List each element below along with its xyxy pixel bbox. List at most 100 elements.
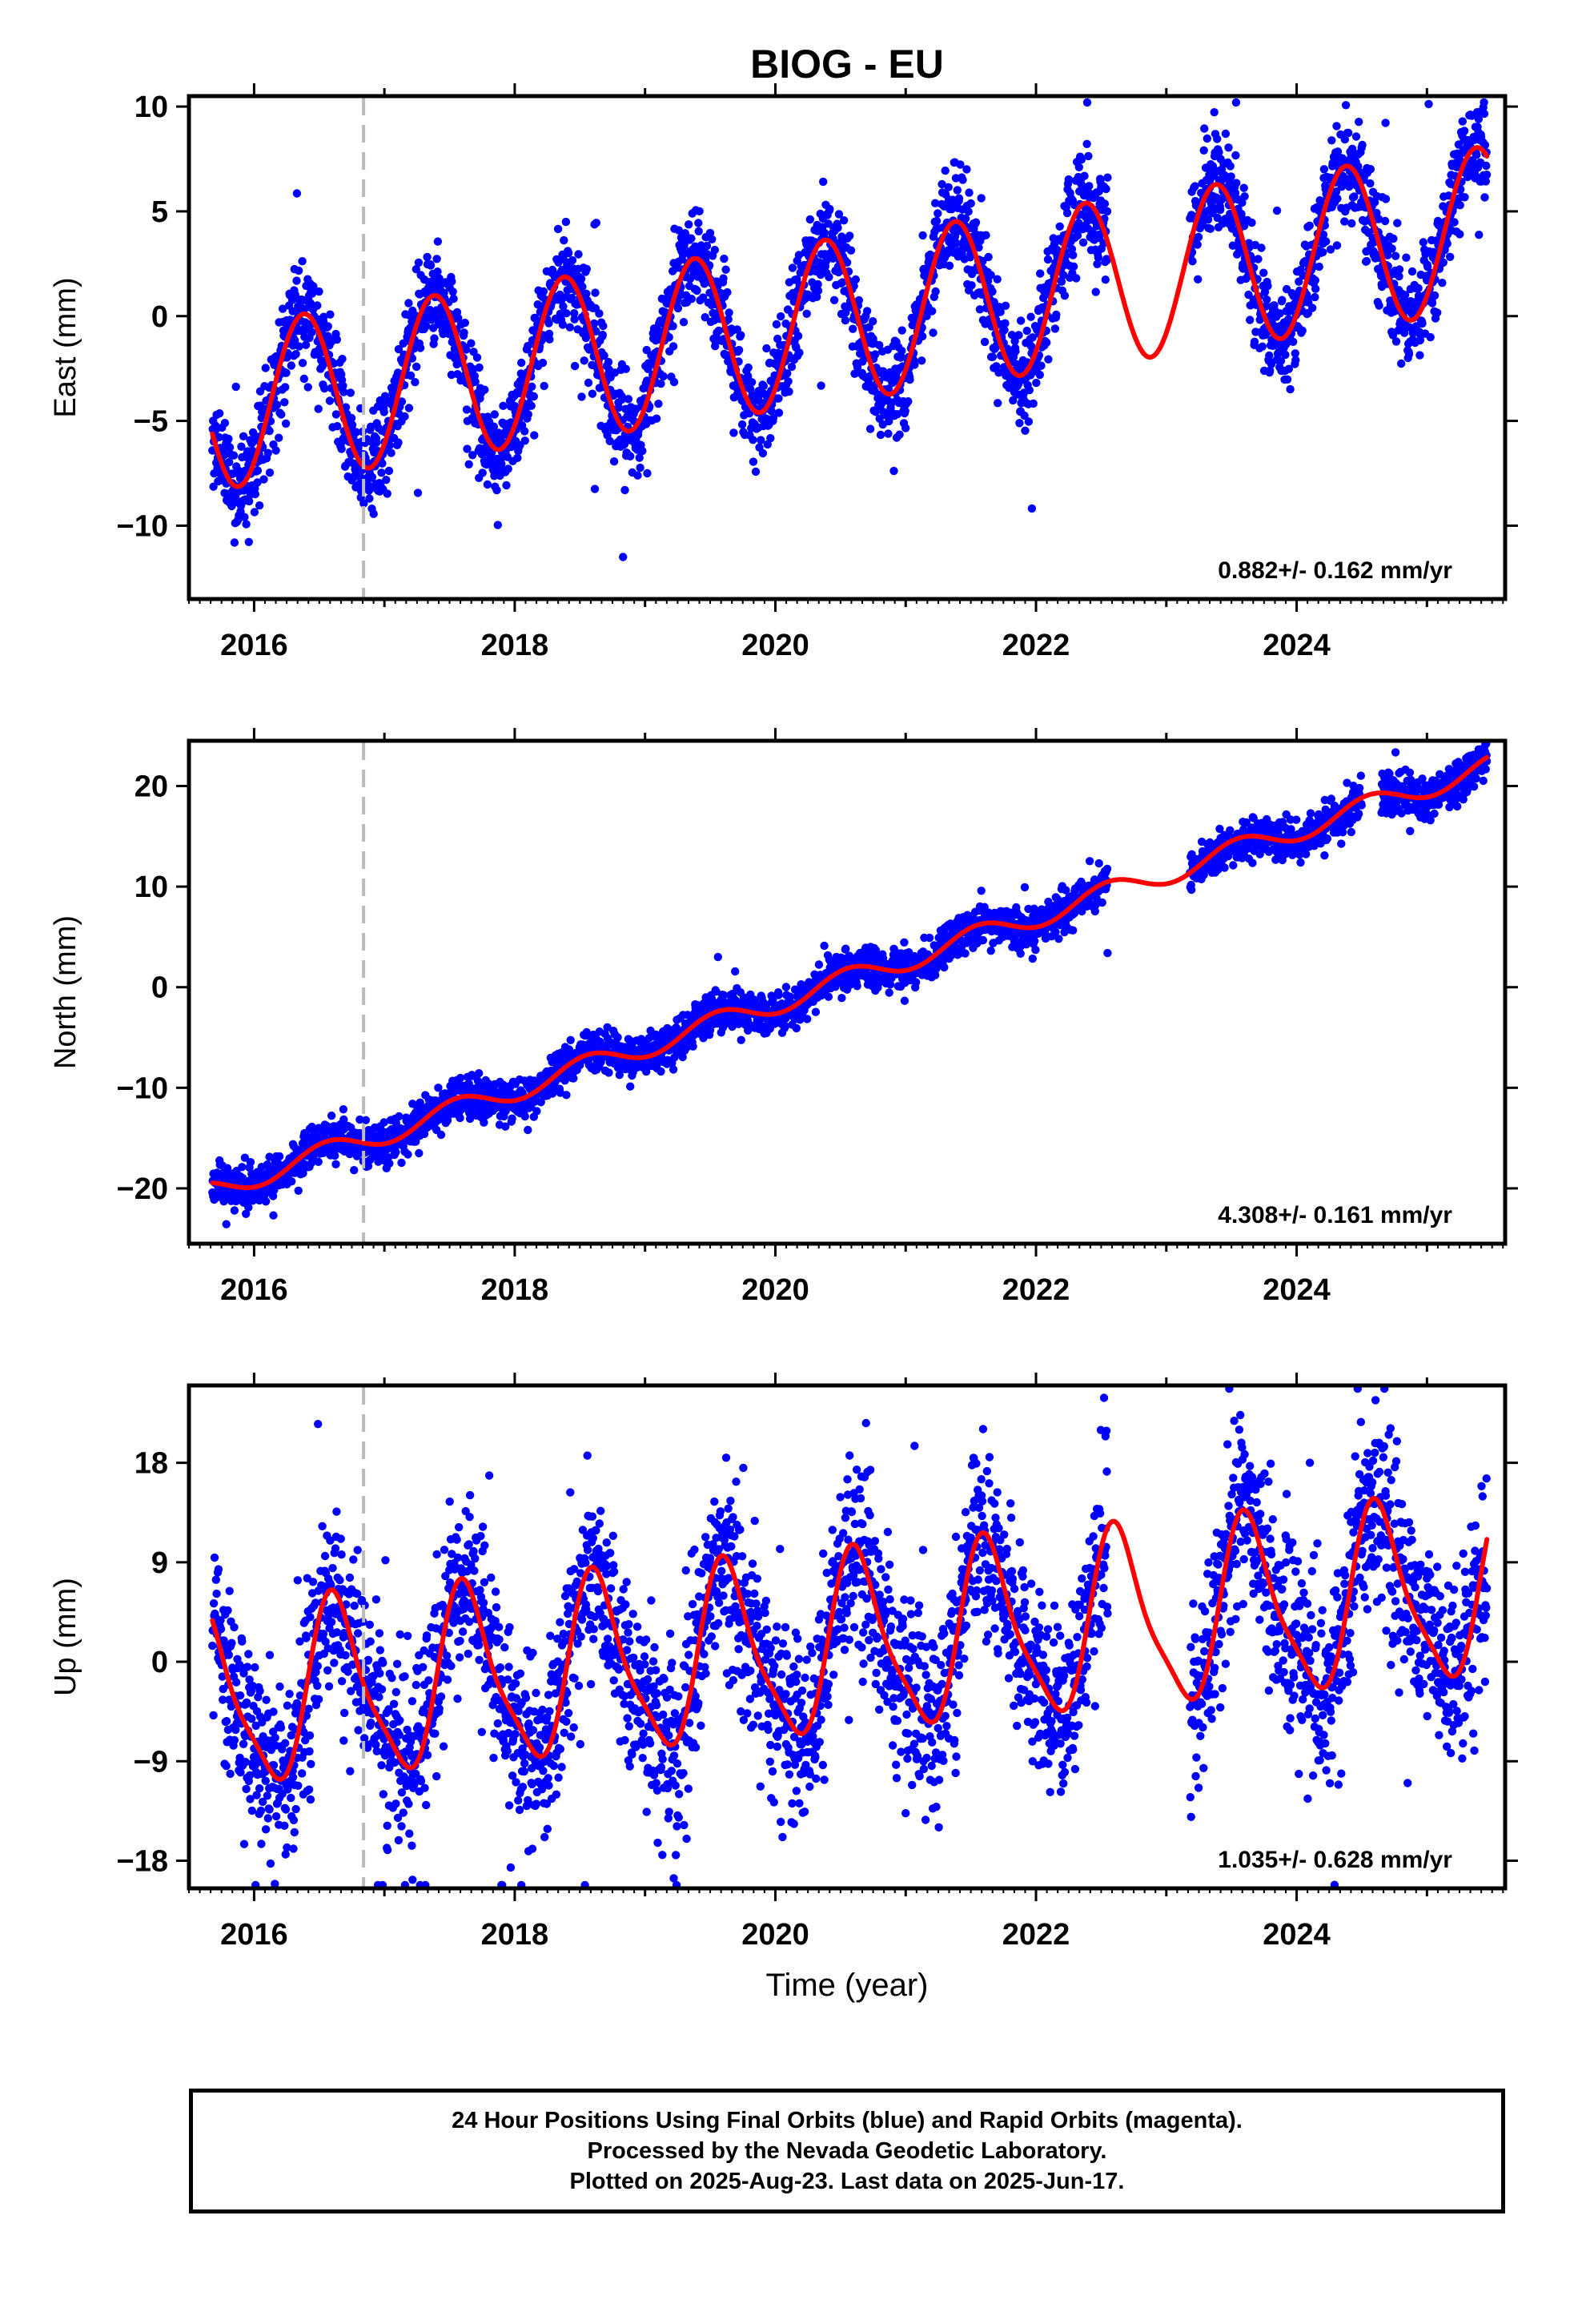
east-data-point <box>1480 193 1489 202</box>
east-data-point <box>766 434 775 443</box>
north-data-point <box>566 1035 575 1045</box>
east-data-point <box>687 295 696 304</box>
north-data-point <box>350 1166 359 1175</box>
east-data-point <box>1258 342 1267 351</box>
east-y-axis-label: East (mm) <box>49 277 82 417</box>
east-data-point <box>1200 124 1209 133</box>
east-data-point <box>1021 426 1030 435</box>
north-data-point <box>524 1125 532 1135</box>
north-data-point <box>656 1067 665 1076</box>
east-data-point <box>1078 238 1088 247</box>
east-data-point <box>394 344 404 354</box>
east-data-point <box>1456 230 1464 239</box>
north-data-point <box>713 952 722 962</box>
east-data-point <box>994 399 1002 408</box>
east-data-point <box>952 239 961 247</box>
east-data-point <box>839 216 849 225</box>
east-data-point <box>1210 108 1219 117</box>
east-data-point <box>281 419 291 428</box>
east-data-point <box>467 339 476 348</box>
east-data-point <box>845 231 854 240</box>
east-data-point <box>538 358 548 368</box>
east-data-point <box>1016 316 1026 325</box>
east-data-point <box>320 384 329 393</box>
east-data-point <box>841 316 850 325</box>
east-data-point <box>1402 253 1411 262</box>
north-data-point <box>385 1159 394 1168</box>
east-data-point <box>958 175 967 184</box>
east-data-point <box>295 342 303 351</box>
east-data-point <box>1259 268 1268 277</box>
east-data-point <box>331 410 341 419</box>
east-data-point <box>643 468 652 478</box>
east-data-point <box>1074 163 1084 171</box>
east-y-tick-label: 0 <box>151 300 168 334</box>
east-data-point <box>545 335 554 344</box>
east-data-point <box>520 427 529 436</box>
east-data-point <box>423 252 432 262</box>
east-data-point <box>309 282 318 291</box>
east-data-point <box>553 224 563 234</box>
east-data-point <box>287 361 295 370</box>
east-data-point <box>945 261 954 270</box>
east-data-point <box>1001 301 1010 310</box>
east-data-point <box>1340 217 1349 226</box>
east-data-point <box>1389 234 1398 243</box>
east-data-point <box>387 448 396 457</box>
east-data-point <box>904 397 913 406</box>
east-data-point <box>471 377 480 386</box>
east-data-point <box>303 383 312 392</box>
east-data-point <box>307 328 316 337</box>
east-data-point <box>432 255 441 263</box>
east-data-point <box>659 372 668 381</box>
east-data-point <box>490 410 499 419</box>
east-data-point <box>599 321 608 331</box>
east-data-point <box>1446 252 1455 261</box>
east-data-point <box>1221 129 1231 139</box>
east-data-point <box>1239 183 1248 192</box>
east-data-point <box>271 446 280 455</box>
east-data-point <box>412 362 421 372</box>
north-data-point <box>456 1073 465 1083</box>
east-data-point <box>595 309 604 318</box>
north-data-point <box>613 1033 622 1042</box>
east-data-point <box>1102 207 1112 216</box>
east-data-point <box>1025 386 1034 395</box>
north-data-point <box>532 1107 541 1116</box>
east-data-point <box>802 309 811 318</box>
east-data-point <box>1362 256 1371 266</box>
east-data-point <box>229 451 239 460</box>
east-data-point <box>737 331 745 340</box>
east-data-point <box>1036 269 1045 278</box>
east-data-point <box>544 319 553 328</box>
east-data-point <box>558 320 568 329</box>
east-data-point <box>1315 262 1323 271</box>
east-data-point <box>1319 247 1327 257</box>
east-data-point <box>251 489 259 499</box>
north-data-point <box>562 1091 571 1100</box>
east-data-point <box>695 207 704 215</box>
east-data-point <box>338 355 347 364</box>
east-data-point <box>215 409 224 418</box>
east-data-point <box>1482 161 1491 171</box>
east-data-point <box>492 485 501 495</box>
east-data-point <box>931 287 940 296</box>
east-data-point <box>448 287 457 296</box>
east-data-point <box>540 381 548 391</box>
east-data-point <box>762 344 771 353</box>
east-data-point <box>1283 375 1292 384</box>
east-data-point <box>384 466 394 476</box>
east-data-point <box>1199 146 1208 155</box>
east-data-point <box>475 363 484 372</box>
east-data-point <box>1311 275 1320 285</box>
east-data-point <box>294 266 303 275</box>
east-data-point <box>1231 98 1241 107</box>
east-data-point <box>520 436 529 445</box>
east-data-point <box>1397 359 1406 368</box>
east-data-point <box>787 362 797 372</box>
east-rate-label: 0.882+/- 0.162 mm/yr <box>1218 557 1452 584</box>
east-data-point <box>971 218 981 227</box>
east-data-point <box>1415 351 1424 360</box>
east-data-point <box>1272 206 1282 215</box>
east-data-point <box>980 337 990 347</box>
